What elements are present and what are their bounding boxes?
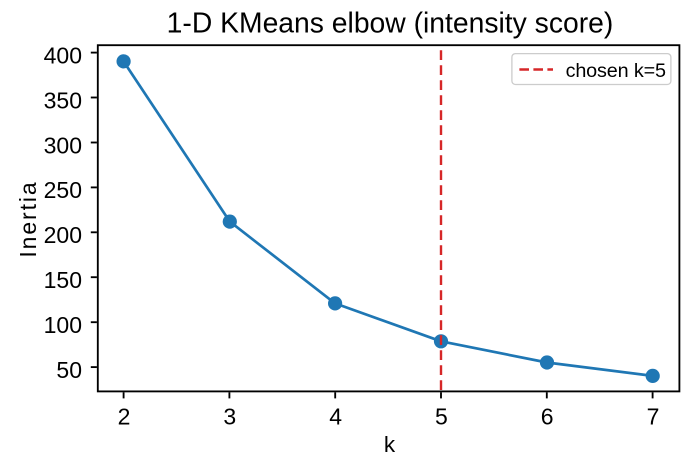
svg-text:300: 300 [44, 132, 82, 158]
svg-text:150: 150 [44, 267, 82, 293]
svg-text:250: 250 [44, 177, 82, 203]
svg-text:200: 200 [44, 222, 82, 248]
svg-text:k: k [384, 432, 396, 457]
svg-text:7: 7 [647, 404, 660, 430]
svg-text:50: 50 [56, 357, 82, 383]
svg-text:4: 4 [329, 404, 342, 430]
svg-text:Inertia: Inertia [15, 180, 41, 257]
svg-text:3: 3 [223, 404, 236, 430]
svg-text:6: 6 [541, 404, 554, 430]
svg-text:chosen k=5: chosen k=5 [566, 60, 666, 82]
svg-text:1-D KMeans elbow (intensity sc: 1-D KMeans elbow (intensity score) [167, 7, 614, 39]
svg-text:100: 100 [44, 312, 82, 338]
svg-text:350: 350 [44, 87, 82, 113]
svg-text:5: 5 [435, 404, 448, 430]
svg-text:400: 400 [44, 42, 82, 68]
svg-text:2: 2 [118, 404, 131, 430]
